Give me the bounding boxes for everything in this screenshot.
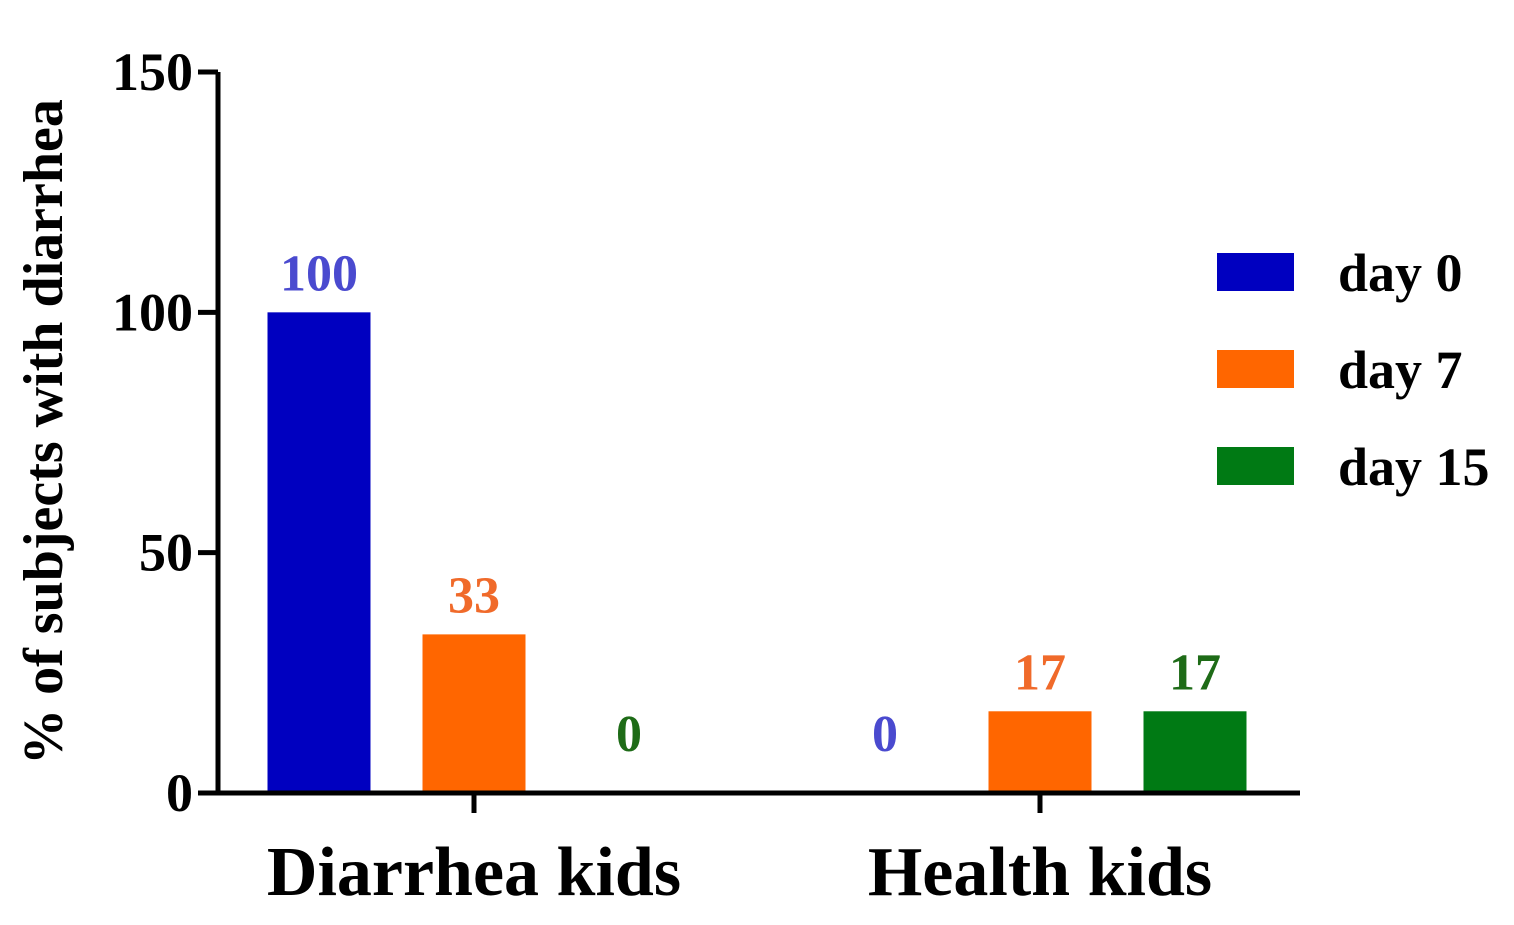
data-label: 17 [1169,644,1221,701]
y-tick-label: 50 [139,523,193,583]
data-labels-layer: 100 0 33 17 0 17 [280,245,1221,763]
legend-swatch [1217,253,1294,291]
bar-day-15-1 [1143,711,1247,793]
legend-label: day 0 [1338,243,1463,303]
x-tick-label: Health kids [868,834,1212,911]
data-label: 0 [872,706,898,763]
data-label: 33 [448,567,500,624]
y-tick-label: 150 [112,42,193,102]
y-axis-label: % of subjects with diarrhea [13,99,75,765]
x-tick-label: Diarrhea kids [267,834,681,911]
y-tick-label: 0 [166,763,193,823]
bar-day-7-0 [422,634,526,793]
legend-label: day 7 [1338,340,1463,400]
y-tick-label: 100 [112,282,193,342]
bar-day-7-1 [988,711,1092,793]
legend-swatch [1217,447,1294,485]
data-label: 100 [280,245,358,302]
bar-day-0-0 [267,312,371,793]
axes-layer: 0 50 100 150 Diarrhea kids Health kids % of su… [13,42,1300,911]
legend: day 0 day 7 day 15 [1217,243,1490,497]
bars-layer [267,312,1247,793]
legend-swatch [1217,350,1294,388]
legend-label: day 15 [1338,437,1490,497]
data-label: 0 [616,706,642,763]
data-label: 17 [1014,644,1066,701]
